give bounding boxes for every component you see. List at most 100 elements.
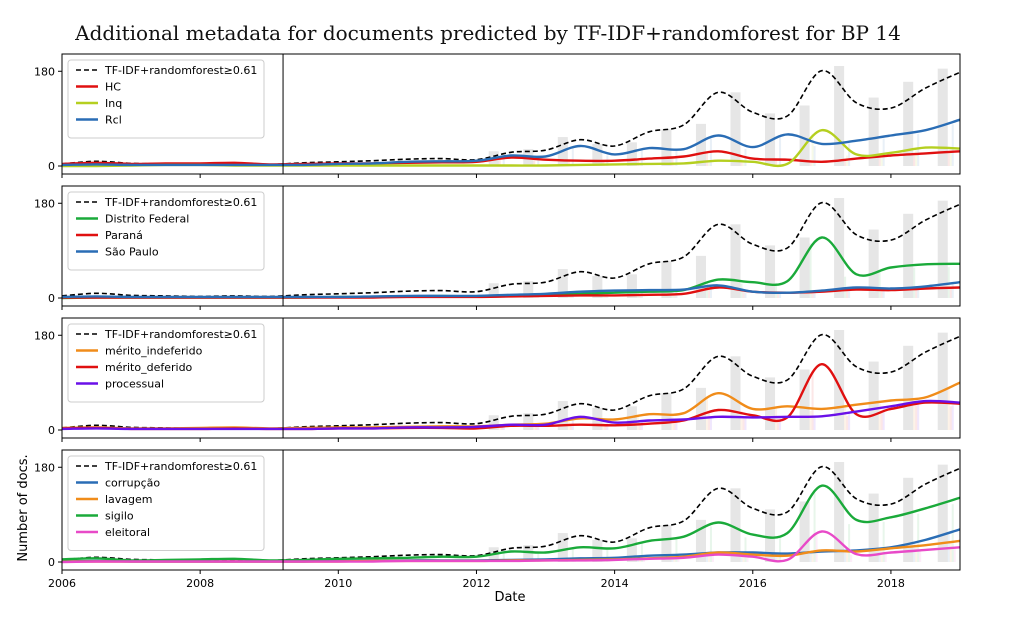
series-line: [62, 118, 960, 167]
subcount-bar: [953, 548, 956, 562]
subcount-bar: [811, 133, 814, 166]
legend-label: mérito_deferido: [105, 361, 193, 374]
legend: TF-IDF+randomforest≥0.61 mérito_indeferid…: [67, 323, 265, 403]
subcount-bar: [779, 293, 782, 298]
count-bar: [799, 105, 810, 166]
legend-label: corrupção: [105, 477, 160, 490]
count-bar: [592, 539, 603, 562]
subcount-bar: [740, 553, 743, 562]
subcount-bar: [775, 408, 778, 430]
subcount-bar: [606, 549, 609, 562]
panel-frame: [61, 185, 961, 307]
subcount-bar: [809, 411, 812, 430]
subcount-bar: [949, 150, 952, 166]
count-bar: [626, 274, 637, 298]
subcount-bar: [777, 556, 780, 562]
subcount-bar: [915, 546, 918, 562]
count-bar: [730, 356, 741, 430]
subcount-bar: [884, 553, 887, 562]
panel-frame: [61, 317, 961, 439]
y-axis-label: Number of docs.: [16, 454, 31, 561]
subcount-bar: [880, 549, 883, 562]
legend: TF-IDF+randomforest≥0.61 Distrito Federal…: [67, 191, 265, 271]
subcount-bar: [917, 513, 920, 562]
subcount-bar: [913, 400, 916, 430]
subcount-bar: [709, 526, 712, 562]
count-bar: [937, 200, 948, 298]
subcount-bar: [500, 426, 503, 430]
legend-label: Inq: [105, 97, 122, 110]
x-tick-label: 2012: [462, 577, 490, 590]
subcount-bar: [844, 159, 847, 166]
subcount-bar: [949, 543, 952, 562]
subcount-bar: [742, 162, 745, 166]
subcount-bar: [882, 408, 885, 430]
series-line: [62, 484, 960, 562]
y-tick-label: 0: [48, 160, 55, 173]
subcount-bar: [744, 292, 747, 298]
subcount-bar: [779, 418, 782, 430]
subcount-bar: [915, 405, 918, 430]
count-bar: [695, 123, 706, 166]
legend: TF-IDF+randomforest≥0.61 HC Inq Rcl: [67, 59, 265, 139]
count-bar: [903, 213, 914, 298]
subcount-bar: [951, 405, 954, 430]
y-tick-label: 0: [48, 556, 55, 569]
subcount-bar: [711, 555, 714, 562]
count-bar: [523, 413, 534, 430]
legend-label: Rcl: [105, 114, 122, 127]
count-bar: [937, 68, 948, 166]
subcount-bar: [779, 535, 782, 562]
subcount-bar: [882, 521, 885, 562]
count-bar: [488, 283, 499, 298]
count-bar: [626, 142, 637, 166]
legend-label: eleitoral: [105, 526, 150, 539]
count-bar: [730, 488, 741, 562]
plot-area: [62, 330, 960, 431]
subcount-bar: [604, 295, 607, 298]
count-bar: [765, 245, 776, 298]
count-bar: [834, 462, 845, 562]
legend-label: HC: [105, 81, 121, 94]
subcount-bar: [537, 553, 540, 562]
count-bar: [834, 66, 845, 166]
count-bar: [695, 519, 706, 562]
subcount-bar: [809, 162, 812, 166]
count-bar: [557, 401, 568, 430]
subcount-bar: [775, 282, 778, 298]
subcount-bar: [744, 537, 747, 562]
subcount-bar: [638, 558, 641, 562]
legend-label: sigilo: [105, 510, 134, 523]
count-bar: [765, 509, 776, 562]
chart-title: Additional metadata for documents predic…: [74, 21, 901, 45]
subcount-bar: [640, 543, 643, 562]
count-bar: [868, 493, 879, 562]
x-tick-label: 2008: [186, 577, 214, 590]
subcount-bar: [880, 154, 883, 166]
subcount-bar: [675, 150, 678, 166]
panels-container: 0 180 TF-IDF+randomforest≥0.61 HC Inq Rcl 0 180…: [34, 53, 961, 590]
subcount-bar: [913, 267, 916, 298]
subcount-bar: [846, 290, 849, 298]
subcount-bar: [882, 138, 885, 166]
count-bar: [937, 464, 948, 562]
subcount-bar: [809, 552, 812, 562]
panel-frame: [61, 449, 961, 571]
subcount-bar: [811, 370, 814, 430]
subcount-bar: [707, 288, 710, 298]
legend-label: lavagem: [105, 493, 153, 506]
subcount-bar: [848, 143, 851, 166]
subcount-bar: [777, 418, 780, 430]
subcount-bar: [569, 295, 572, 298]
subcount-bar: [878, 548, 881, 562]
legend-label: TF-IDF+randomforest≥0.61: [104, 196, 257, 209]
subcount-bar: [815, 534, 818, 562]
count-bar: [661, 525, 672, 562]
subcount-bar: [709, 286, 712, 298]
count-bar: [799, 369, 810, 430]
subcount-bar: [569, 425, 572, 430]
count-bar: [834, 198, 845, 298]
series-line: [62, 530, 960, 564]
subcount-bar: [636, 415, 639, 430]
